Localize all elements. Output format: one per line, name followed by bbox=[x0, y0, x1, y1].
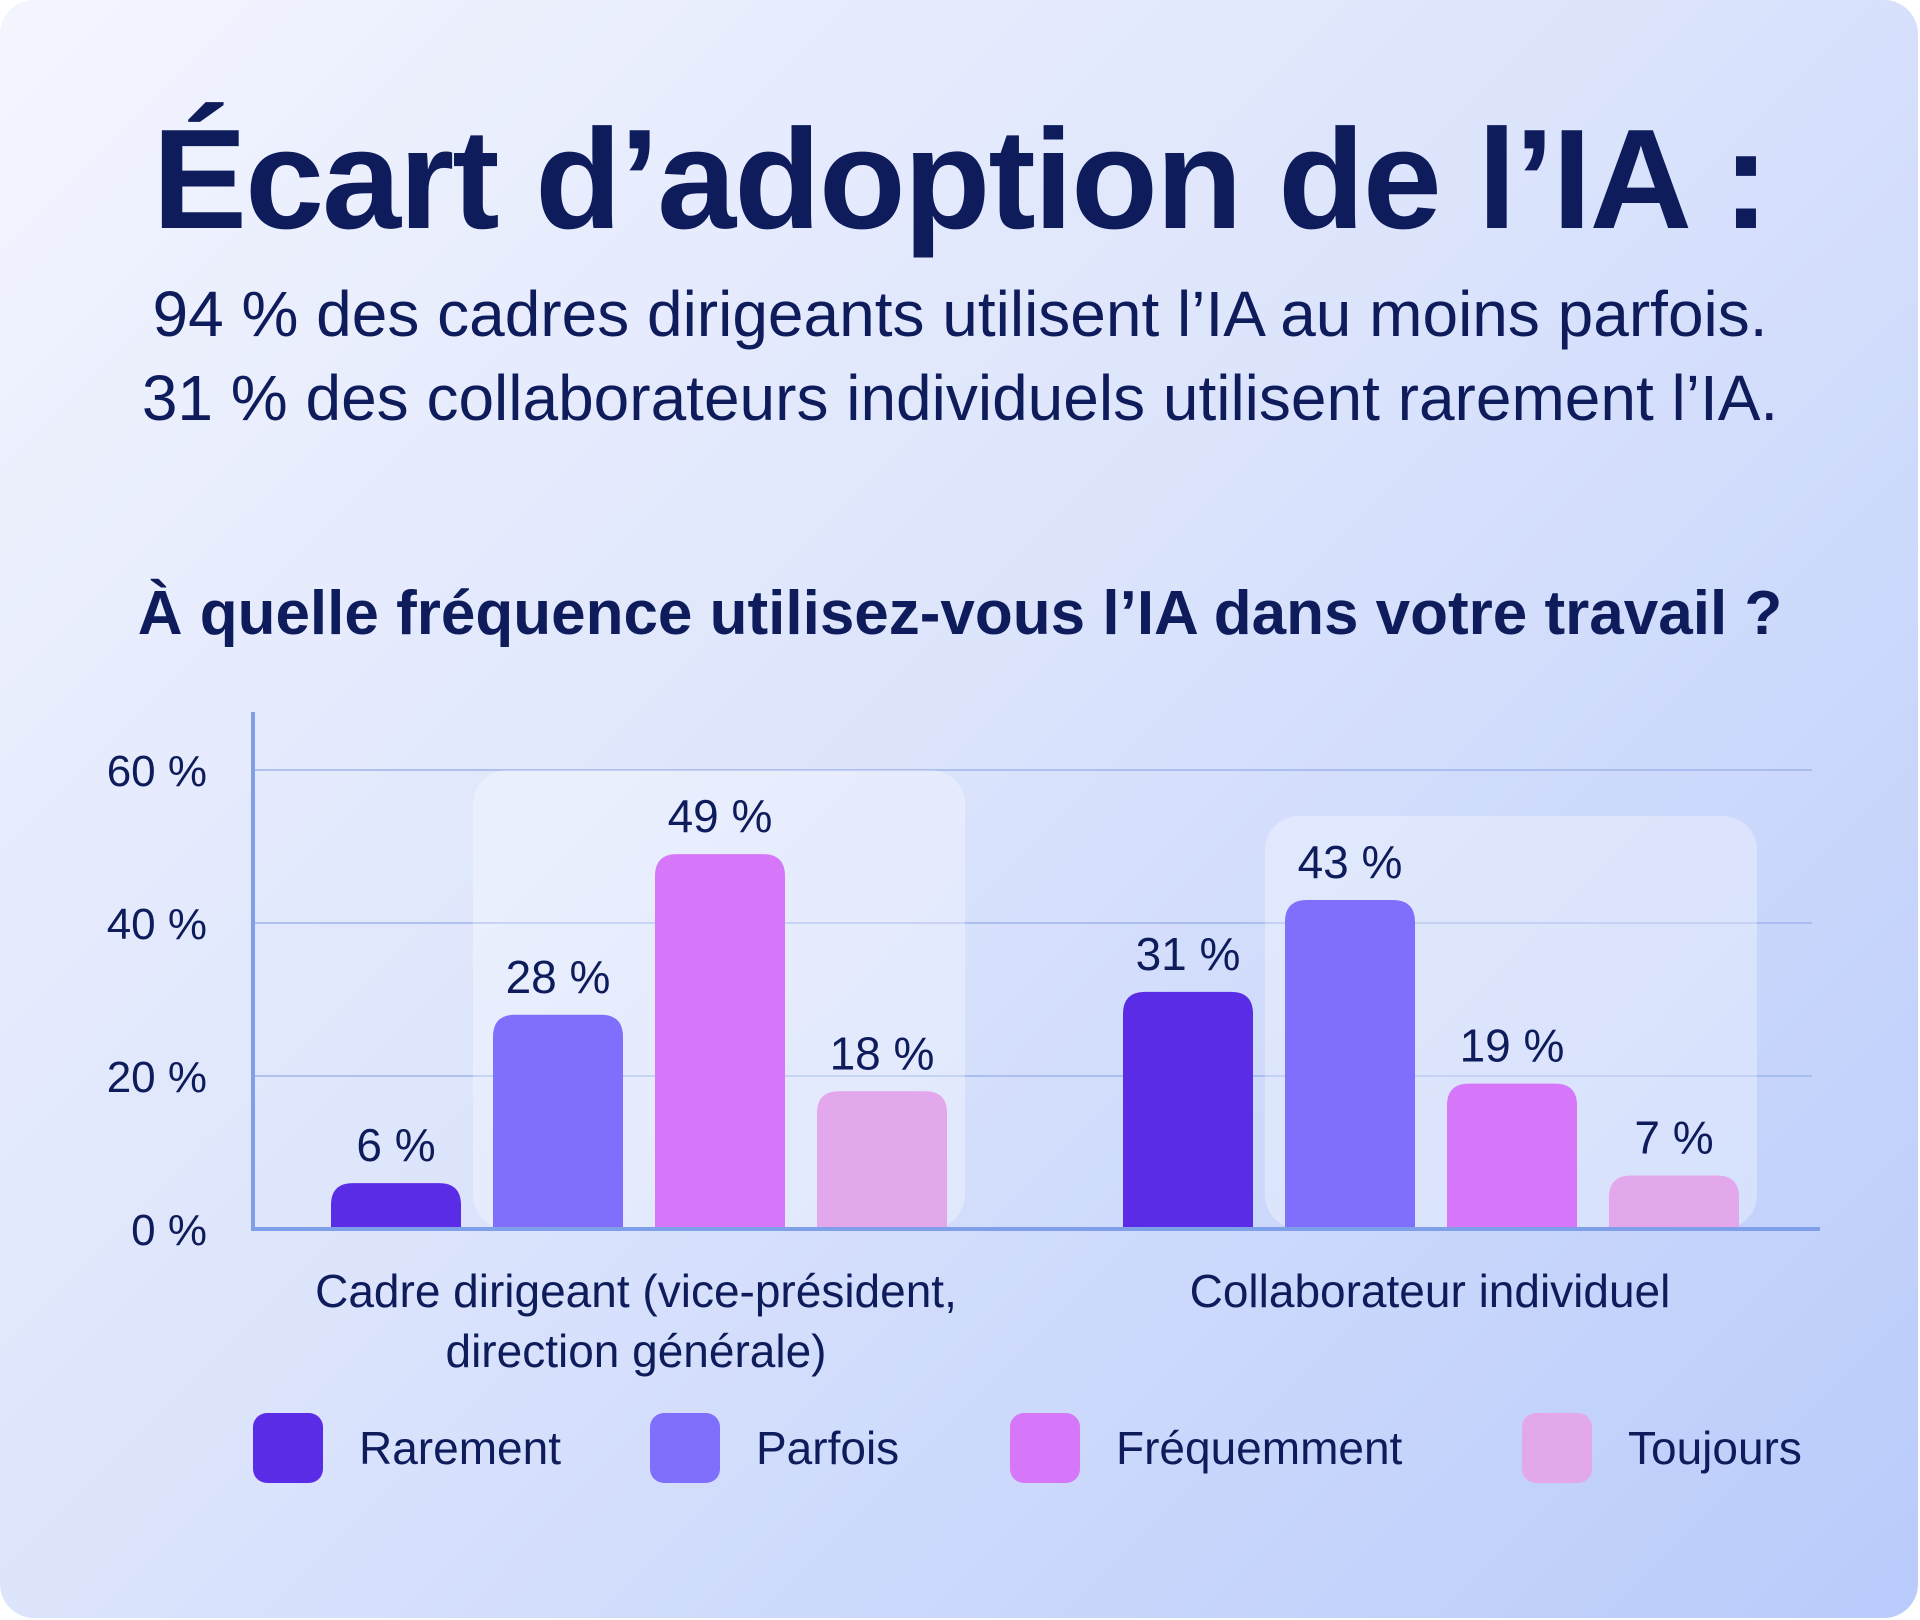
legend-item-frequemment: Fréquemment bbox=[1010, 1412, 1402, 1484]
bar-chart: 0 % 20 % 40 % 60 % 6 % 28 % 49 % 18 % Cadre diri… bbox=[107, 712, 1820, 1377]
legend-label-parfois: Parfois bbox=[756, 1422, 900, 1474]
subtitle: 94 % des cadres dirigeants utilisent l’I… bbox=[0, 272, 1918, 440]
legend-swatch-frequemment bbox=[1010, 1413, 1080, 1483]
x-category-label: Collaborateur individuel bbox=[1190, 1265, 1671, 1317]
legend-swatch-rarement bbox=[253, 1413, 323, 1483]
data-label: 28 % bbox=[506, 951, 611, 1003]
legend-item-rarement: Rarement bbox=[253, 1412, 561, 1484]
x-category-label: direction générale) bbox=[445, 1325, 826, 1377]
bar-parfois bbox=[493, 1014, 623, 1229]
legend-swatch-parfois bbox=[650, 1413, 720, 1483]
data-label: 31 % bbox=[1136, 928, 1241, 980]
data-label: 49 % bbox=[668, 790, 773, 842]
bar-toujours bbox=[1609, 1175, 1739, 1229]
y-tick-label: 20 % bbox=[107, 1053, 207, 1102]
y-tick-label: 0 % bbox=[131, 1206, 207, 1255]
data-label: 43 % bbox=[1298, 836, 1403, 888]
legend-item-toujours: Toujours bbox=[1522, 1412, 1802, 1484]
legend-label-frequemment: Fréquemment bbox=[1116, 1422, 1403, 1474]
y-tick-label: 40 % bbox=[107, 900, 207, 949]
data-label: 7 % bbox=[1634, 1111, 1713, 1163]
data-label: 18 % bbox=[830, 1027, 935, 1079]
legend-label-toujours: Toujours bbox=[1628, 1422, 1802, 1474]
data-label: 19 % bbox=[1460, 1020, 1565, 1072]
bar-rarement bbox=[1123, 991, 1253, 1229]
legend-item-parfois: Parfois bbox=[650, 1412, 899, 1484]
y-tick-label: 60 % bbox=[107, 747, 207, 796]
data-label: 6 % bbox=[356, 1119, 435, 1171]
legend-label-rarement: Rarement bbox=[359, 1422, 561, 1474]
bar-parfois bbox=[1285, 900, 1415, 1229]
bar-frequemment bbox=[1447, 1083, 1577, 1229]
x-category-label: Cadre dirigeant (vice-président, bbox=[315, 1265, 957, 1317]
page-title: Écart d’adoption de l’IA : bbox=[152, 100, 1769, 259]
bar-toujours bbox=[817, 1091, 947, 1229]
bar-rarement bbox=[331, 1183, 461, 1229]
subtitle-line-1: 94 % des cadres dirigeants utilisent l’I… bbox=[152, 278, 1768, 350]
legend: Rarement Parfois Fréquemment Toujours bbox=[0, 1412, 1918, 1484]
chart-title: À quelle fréquence utilisez-vous l’IA da… bbox=[137, 579, 1783, 648]
bar-frequemment bbox=[655, 854, 785, 1229]
subtitle-line-2: 31 % des collaborateurs individuels util… bbox=[141, 362, 1779, 434]
legend-swatch-toujours bbox=[1522, 1413, 1592, 1483]
